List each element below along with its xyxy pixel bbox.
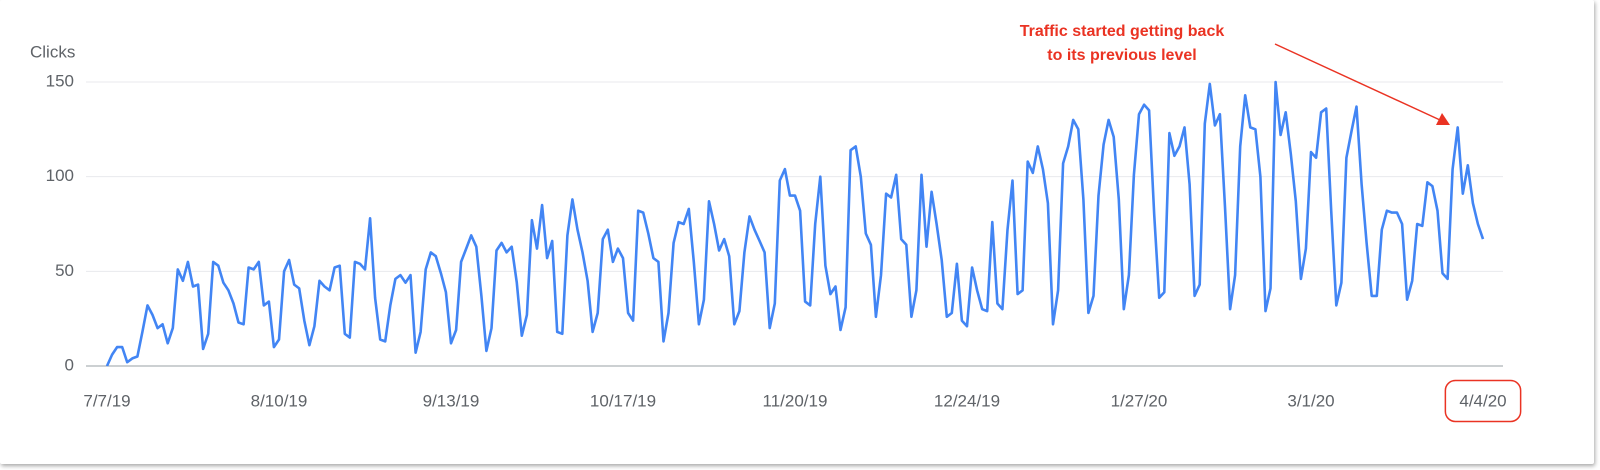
x-tick-label: 10/17/19 xyxy=(590,391,656,410)
highlight-box xyxy=(1444,379,1522,423)
x-tick-label: 3/1/20 xyxy=(1287,391,1334,410)
x-tick-label: 12/24/19 xyxy=(934,391,1000,410)
y-axis-title: Clicks xyxy=(30,42,75,61)
annotation-text: Traffic started getting back xyxy=(1020,23,1225,40)
x-tick-label: 7/7/19 xyxy=(83,391,130,410)
y-tick-label: 50 xyxy=(55,261,74,280)
x-tick-label: 4/4/20 xyxy=(1459,391,1506,410)
x-tick-label: 8/10/19 xyxy=(251,391,308,410)
annotation-arrowhead xyxy=(1436,113,1450,125)
y-tick-label: 100 xyxy=(46,166,74,185)
y-tick-label: 150 xyxy=(46,71,74,90)
y-tick-label: 0 xyxy=(65,355,74,374)
x-tick-label: 9/13/19 xyxy=(423,391,480,410)
clicks-line xyxy=(105,80,1485,367)
annotation-arrow xyxy=(1274,43,1441,121)
x-tick-label: 1/27/20 xyxy=(1111,391,1168,410)
annotation-text: to its previous level xyxy=(1047,47,1196,64)
x-tick-label: 11/20/19 xyxy=(763,391,828,410)
